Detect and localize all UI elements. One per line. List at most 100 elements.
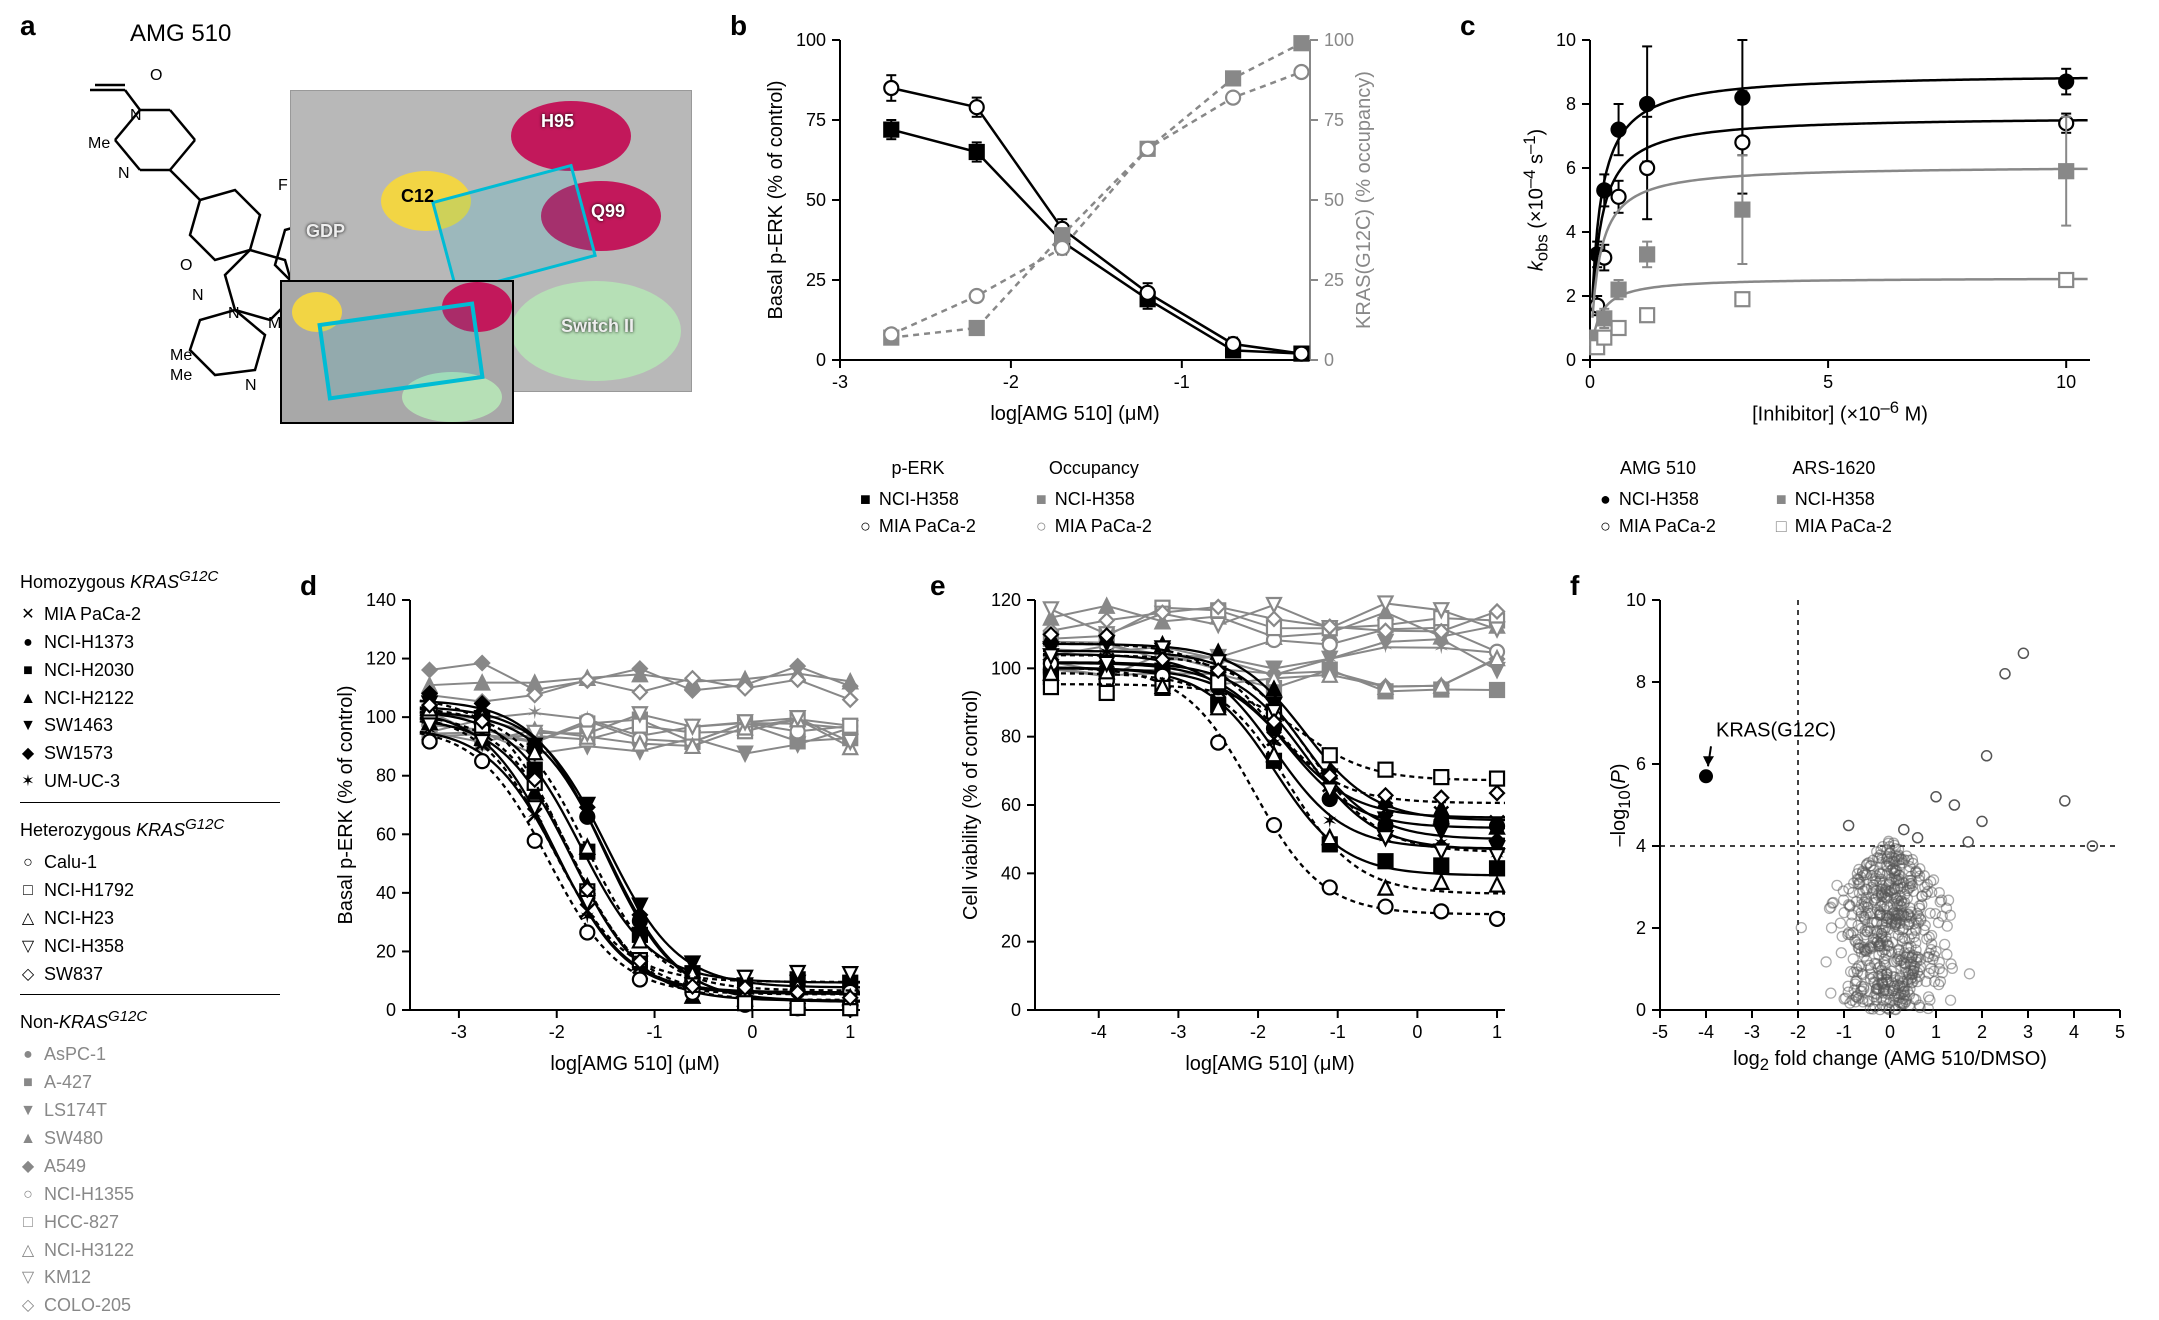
svg-text:Me: Me xyxy=(88,135,110,152)
svg-text:Me: Me xyxy=(170,367,192,384)
svg-text:20: 20 xyxy=(376,941,396,961)
svg-text:60: 60 xyxy=(1001,795,1021,815)
svg-text:Basal p-ERK (% of control): Basal p-ERK (% of control) xyxy=(335,686,357,925)
panel-label-a: a xyxy=(20,10,36,42)
svg-text:✶: ✶ xyxy=(1377,636,1394,658)
chart-e: -4-3-2-101020406080100120log[AMG 510] (μ… xyxy=(955,580,1535,1100)
svg-text:0: 0 xyxy=(747,1022,757,1042)
svg-text:-2: -2 xyxy=(1790,1022,1806,1042)
svg-text:-2: -2 xyxy=(549,1022,565,1042)
svg-text:25: 25 xyxy=(1324,270,1344,290)
svg-text:6: 6 xyxy=(1566,158,1576,178)
label-gdp: GDP xyxy=(306,221,345,242)
svg-text:N: N xyxy=(192,287,204,304)
svg-text:20: 20 xyxy=(1001,932,1021,952)
svg-text:140: 140 xyxy=(366,590,396,610)
svg-text:4: 4 xyxy=(1566,222,1576,242)
svg-text:2: 2 xyxy=(1566,286,1576,306)
svg-text:N: N xyxy=(118,165,130,182)
svg-text:O: O xyxy=(180,257,192,274)
svg-text:Cell viability (% of control): Cell viability (% of control) xyxy=(960,690,982,920)
svg-text:-3: -3 xyxy=(451,1022,467,1042)
svg-text:40: 40 xyxy=(376,883,396,903)
svg-text:KRAS(G12C): KRAS(G12C) xyxy=(1716,719,1836,741)
svg-text:2: 2 xyxy=(1977,1022,1987,1042)
chart-f: -5-4-3-2-10123450246810log2 fold change … xyxy=(1590,580,2140,1100)
svg-text:log[AMG 510] (μM): log[AMG 510] (μM) xyxy=(550,1053,719,1075)
svg-text:25: 25 xyxy=(806,270,826,290)
svg-text:120: 120 xyxy=(366,649,396,669)
panel-label-d: d xyxy=(300,570,317,602)
svg-text:-1: -1 xyxy=(647,1022,663,1042)
svg-text:5: 5 xyxy=(1823,372,1833,392)
svg-text:-5: -5 xyxy=(1652,1022,1668,1042)
svg-text:3: 3 xyxy=(2023,1022,2033,1042)
label-h95: H95 xyxy=(541,111,574,132)
svg-text:0: 0 xyxy=(386,1000,396,1020)
svg-text:-1: -1 xyxy=(1174,372,1190,392)
svg-text:N: N xyxy=(245,377,257,390)
svg-text:-1: -1 xyxy=(1836,1022,1852,1042)
panel-a-title: AMG 510 xyxy=(130,20,231,48)
svg-text:100: 100 xyxy=(796,30,826,50)
chart-d: -3-2-101020406080100120140log[AMG 510] (… xyxy=(330,580,890,1100)
svg-text:log[AMG 510] (μM): log[AMG 510] (μM) xyxy=(1185,1053,1354,1075)
svg-text:-4: -4 xyxy=(1091,1022,1107,1042)
svg-text:-4: -4 xyxy=(1698,1022,1714,1042)
figure-root: a b c d e f AMG 510 O N NMe FF OH ONN xyxy=(0,0,2159,1133)
protein-inset xyxy=(280,280,514,424)
svg-text:10: 10 xyxy=(1556,30,1576,50)
panel-label-e: e xyxy=(930,570,946,602)
svg-text:KRAS(G12C) (% occupancy): KRAS(G12C) (% occupancy) xyxy=(1353,71,1375,329)
chart-c: 05100246810[Inhibitor] (×10–6 M)kobs (×1… xyxy=(1500,20,2140,440)
svg-text:0: 0 xyxy=(1011,1000,1021,1020)
panel-label-f: f xyxy=(1570,570,1579,602)
svg-text:60: 60 xyxy=(376,824,396,844)
svg-text:75: 75 xyxy=(806,110,826,130)
panel-label-b: b xyxy=(730,10,747,42)
svg-text:5: 5 xyxy=(2115,1022,2125,1042)
svg-text:0: 0 xyxy=(1566,350,1576,370)
svg-text:120: 120 xyxy=(991,590,1021,610)
legend-b: p-ERK■NCI-H358○MIA PaCa-2Occupancy■NCI-H… xyxy=(860,455,1152,540)
legend-c: AMG 510●NCI-H358○MIA PaCa-2ARS-1620■NCI-… xyxy=(1600,455,1892,540)
panel-label-c: c xyxy=(1460,10,1476,42)
label-switch2: Switch II xyxy=(561,316,634,337)
svg-text:-3: -3 xyxy=(832,372,848,392)
svg-text:100: 100 xyxy=(991,658,1021,678)
svg-text:10: 10 xyxy=(2056,372,2076,392)
svg-text:F: F xyxy=(278,177,288,194)
svg-text:Me: Me xyxy=(170,347,192,364)
svg-text:0: 0 xyxy=(1412,1022,1422,1042)
svg-text:50: 50 xyxy=(806,190,826,210)
svg-text:O: O xyxy=(150,67,162,84)
svg-text:0: 0 xyxy=(1585,372,1595,392)
svg-text:40: 40 xyxy=(1001,863,1021,883)
svg-text:50: 50 xyxy=(1324,190,1344,210)
svg-text:1: 1 xyxy=(1931,1022,1941,1042)
svg-text:4: 4 xyxy=(2069,1022,2079,1042)
svg-text:75: 75 xyxy=(1324,110,1344,130)
svg-text:1: 1 xyxy=(845,1022,855,1042)
svg-text:100: 100 xyxy=(1324,30,1354,50)
svg-text:-1: -1 xyxy=(1330,1022,1346,1042)
svg-text:0: 0 xyxy=(1324,350,1334,370)
svg-text:0: 0 xyxy=(1885,1022,1895,1042)
svg-text:1: 1 xyxy=(1492,1022,1502,1042)
svg-text:80: 80 xyxy=(1001,727,1021,747)
svg-text:✶: ✶ xyxy=(1433,637,1450,659)
svg-text:log[AMG 510] (μM): log[AMG 510] (μM) xyxy=(990,403,1159,425)
svg-text:80: 80 xyxy=(376,766,396,786)
label-c12: C12 xyxy=(401,186,434,207)
cell-line-legend: Homozygous KRASG12C✕MIA PaCa-2●NCI-H1373… xyxy=(20,555,280,1320)
svg-text:100: 100 xyxy=(366,707,396,727)
svg-text:-3: -3 xyxy=(1744,1022,1760,1042)
svg-text:Basal p-ERK (% of control): Basal p-ERK (% of control) xyxy=(765,81,787,320)
svg-text:-2: -2 xyxy=(1003,372,1019,392)
svg-text:-3: -3 xyxy=(1170,1022,1186,1042)
label-q99: Q99 xyxy=(591,201,625,222)
svg-text:-2: -2 xyxy=(1250,1022,1266,1042)
svg-text:8: 8 xyxy=(1566,94,1576,114)
svg-text:0: 0 xyxy=(816,350,826,370)
chart-b: -3 -2 -1 0 25 50 75 100 0 25 50 75 100 log[AMG 510] (… xyxy=(760,20,1400,440)
